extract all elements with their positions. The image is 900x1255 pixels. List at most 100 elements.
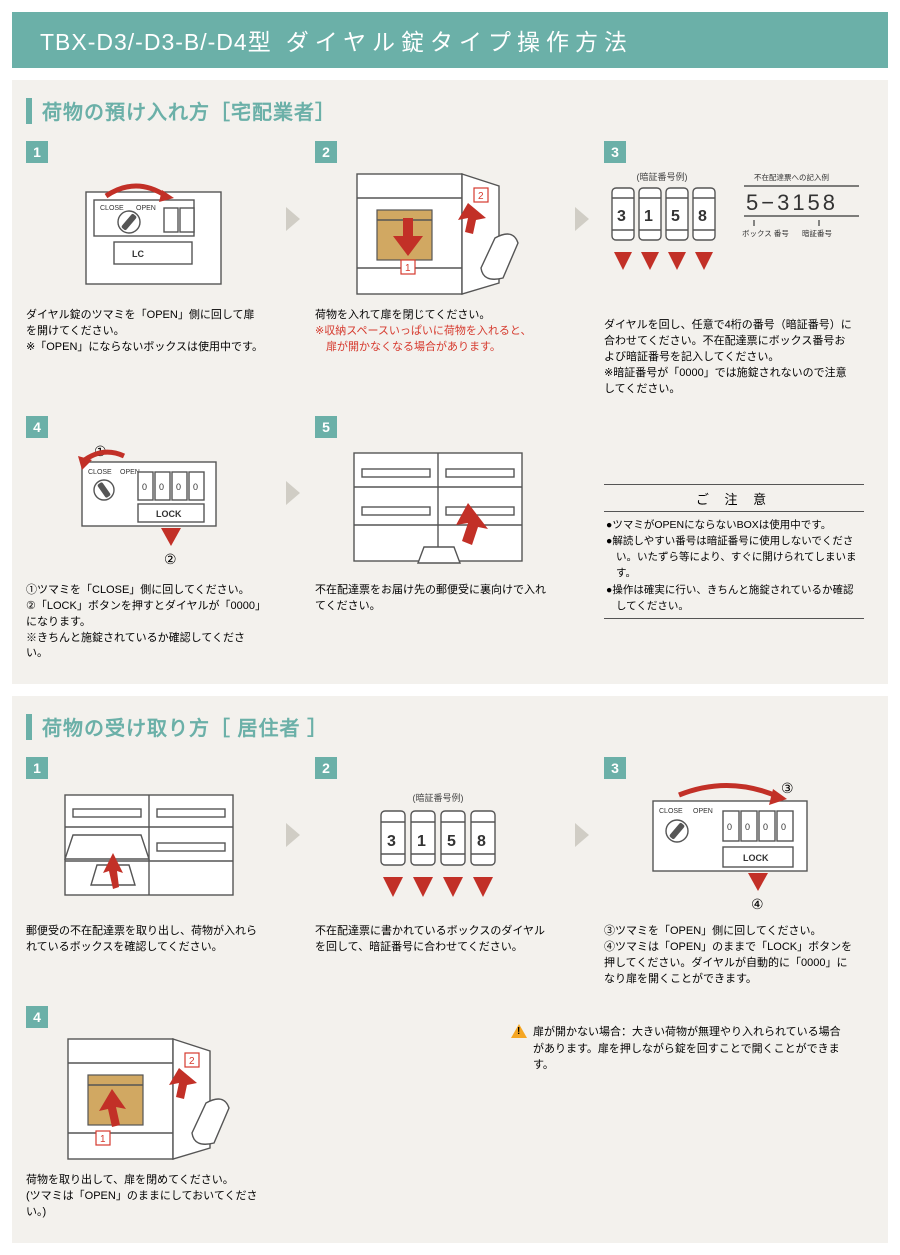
step-illustration [26, 781, 271, 916]
notice-list: ●ツマミがOPENにならないBOXは使用中です。 ●解読しやすい番号は暗証番号に… [604, 517, 864, 615]
heading-text: 荷物の預け入れ方［宅配業者］ [42, 96, 336, 125]
svg-text:0: 0 [763, 822, 768, 832]
svg-text:0: 0 [745, 822, 750, 832]
step-chevron-icon [271, 416, 315, 571]
svg-text:不在配達票への記入例: 不在配達票への記入例 [754, 172, 829, 182]
section-receive: 荷物の受け取り方［ 居住者 ］ 1 [12, 696, 888, 1243]
step-text: ダイヤル錠のツマミを「OPEN」側に回して扉を開けてください。 ※「OPEN」に… [26, 308, 271, 356]
step-1: 1 郵便受の不在配達票を取り出し、荷物が入れ [26, 757, 271, 956]
svg-text:8: 8 [698, 208, 707, 225]
steps-row-1: 1 郵便受の不在配達票を取り出し、荷物が入れ [26, 757, 874, 988]
step-badge: 3 [604, 757, 626, 779]
step-chevron-icon [560, 757, 604, 912]
step-illustration: ③ CLOSE OPEN 0 0 0 0 LOCK [604, 781, 864, 916]
svg-text:CLOSE: CLOSE [100, 205, 124, 212]
svg-text:ボックス 番号: ボックス 番号 [742, 228, 789, 238]
warning-text: 扉が開かない場合：大きい荷物が無理やり入れられている場合があります。扉を押しなが… [533, 1024, 851, 1074]
svg-text:OPEN: OPEN [136, 205, 156, 212]
step-badge: 3 [604, 141, 626, 163]
svg-text:5: 5 [447, 833, 456, 850]
step-badge: 2 [315, 141, 337, 163]
step-3: 3 ③ CLOSE OPEN 0 0 0 0 [604, 757, 864, 988]
step-illustration: CLOSE OPEN LC [26, 165, 271, 300]
step-chevron-icon [271, 757, 315, 912]
step-text: ③ツマミを「OPEN」側に回してください。 ④ツマミは「OPEN」のままで「LO… [604, 924, 864, 988]
step-illustration: (暗証番号例) 3 1 5 8 [315, 781, 560, 916]
svg-text:0: 0 [159, 482, 164, 492]
step-badge: 1 [26, 141, 48, 163]
doc-title: ダイヤル錠タイプ操作方法 [286, 23, 633, 57]
step-badge: 2 [315, 757, 337, 779]
svg-text:8: 8 [477, 833, 486, 850]
step-3: 3 (暗証番号例) 不在配達票への記入例 3 [604, 141, 864, 398]
svg-text:OPEN: OPEN [693, 808, 713, 815]
title-banner: TBX-D3/-D3-B/-D4型 ダイヤル錠タイプ操作方法 [12, 12, 888, 68]
svg-text:(暗証番号例): (暗証番号例) [637, 171, 688, 182]
svg-text:0: 0 [142, 482, 147, 492]
warning-row: 扉が開かない場合：大きい荷物が無理やり入れられている場合があります。扉を押しなが… [511, 1024, 851, 1074]
step-text: 不在配達票に書かれているボックスのダイヤルを回して、暗証番号に合わせてください。 [315, 924, 560, 956]
svg-text:0: 0 [727, 822, 732, 832]
step-chevron-icon [271, 141, 315, 296]
section-deposit: 荷物の預け入れ方［宅配業者］ 1 CLOSE OPEN [12, 80, 888, 684]
steps-row-2: 4 ① CLOSE OPEN 0 0 0 0 [26, 416, 874, 663]
step-text: 不在配達票をお届け先の郵便受に裏向けで入れてください。 [315, 583, 560, 615]
notice-column: ご 注 意 ●ツマミがOPENにならないBOXは使用中です。 ●解読しやすい番号… [604, 416, 864, 620]
step-illustration: ① CLOSE OPEN 0 0 0 0 LOCK [26, 440, 271, 575]
svg-text:(暗証番号例): (暗証番号例) [412, 792, 463, 803]
svg-text:CLOSE: CLOSE [88, 469, 112, 476]
svg-text:OPEN: OPEN [120, 469, 140, 476]
svg-text:5−3158: 5−3158 [746, 190, 838, 215]
svg-text:③: ③ [781, 780, 794, 796]
notice-item: ●操作は確実に行い、きちんと施錠されているか確認してください。 [606, 582, 864, 615]
svg-text:LC: LC [132, 249, 144, 259]
step-badge: 1 [26, 757, 48, 779]
svg-text:CLOSE: CLOSE [659, 808, 683, 815]
step-text: ①ツマミを「CLOSE」側に回してください。 ②「LOCK」ボタンを押すとダイヤ… [26, 583, 271, 663]
steps-row-2: 4 1 2 [26, 1006, 874, 1221]
svg-text:1: 1 [644, 208, 653, 225]
page: TBX-D3/-D3-B/-D4型 ダイヤル錠タイプ操作方法 荷物の預け入れ方［… [0, 12, 900, 1243]
step-5: 5 不在配達票をお届け先の郵便受に裏向けで入 [315, 416, 560, 615]
step-warning-text: ※収納スペースいっぱいに荷物を入れると、 扉が開かなくなる場合があります。 [315, 325, 531, 353]
notice-item: ●ツマミがOPENにならないBOXは使用中です。 [606, 517, 864, 533]
step-1: 1 CLOSE OPEN LC [26, 141, 271, 356]
steps-row-1: 1 CLOSE OPEN LC [26, 141, 874, 398]
svg-text:5: 5 [671, 208, 680, 225]
svg-text:1: 1 [100, 1134, 106, 1145]
svg-text:LOCK: LOCK [156, 509, 182, 519]
step-2: 2 (暗証番号例) 3 1 5 8 不在配達票に書かれているボックスのダイヤルを… [315, 757, 560, 956]
notice-box: ご 注 意 ●ツマミがOPENにならないBOXは使用中です。 ●解読しやすい番号… [604, 484, 864, 620]
svg-text:②: ② [164, 551, 177, 567]
warning-column: 扉が開かない場合：大きい荷物が無理やり入れられている場合があります。扉を押しなが… [511, 1006, 851, 1084]
step-badge: 4 [26, 1006, 48, 1028]
svg-text:2: 2 [189, 1056, 195, 1067]
step-illustration: (暗証番号例) 不在配達票への記入例 3 1 [604, 165, 864, 310]
svg-text:2: 2 [478, 191, 484, 202]
svg-text:3: 3 [387, 833, 396, 850]
step-badge: 4 [26, 416, 48, 438]
step-text: ダイヤルを回し、任意で4桁の番号（暗証番号）に合わせてください。不在配達票にボッ… [604, 318, 864, 398]
step-chevron-icon [560, 141, 604, 296]
heading-bar-icon [26, 714, 32, 740]
notice-title: ご 注 意 [604, 489, 864, 512]
step-text: 荷物を取り出して、扉を閉めてください。 (ツマミは「OPEN」のままにしておいて… [26, 1173, 271, 1221]
notice-item: ●解読しやすい番号は暗証番号に使用しないでください。いたずら等により、すぐに開け… [606, 533, 864, 582]
svg-text:1: 1 [405, 263, 411, 274]
step-badge: 5 [315, 416, 337, 438]
step-text: 荷物を入れて扉を閉じてください。 ※収納スペースいっぱいに荷物を入れると、 扉が… [315, 308, 560, 356]
svg-text:0: 0 [193, 482, 198, 492]
step-2: 2 1 2 [315, 141, 560, 356]
step-4: 4 1 2 [26, 1006, 271, 1221]
model-number: TBX-D3/-D3-B/-D4型 [40, 23, 272, 57]
svg-text:LOCK: LOCK [743, 853, 769, 863]
svg-text:0: 0 [176, 482, 181, 492]
step-illustration [315, 440, 560, 575]
svg-text:暗証番号: 暗証番号 [802, 228, 832, 238]
step-4: 4 ① CLOSE OPEN 0 0 0 0 [26, 416, 271, 663]
svg-text:3: 3 [617, 208, 626, 225]
svg-text:1: 1 [417, 833, 426, 850]
step-illustration: 1 2 [315, 165, 560, 300]
svg-text:0: 0 [781, 822, 786, 832]
section-heading: 荷物の預け入れ方［宅配業者］ [26, 96, 874, 125]
